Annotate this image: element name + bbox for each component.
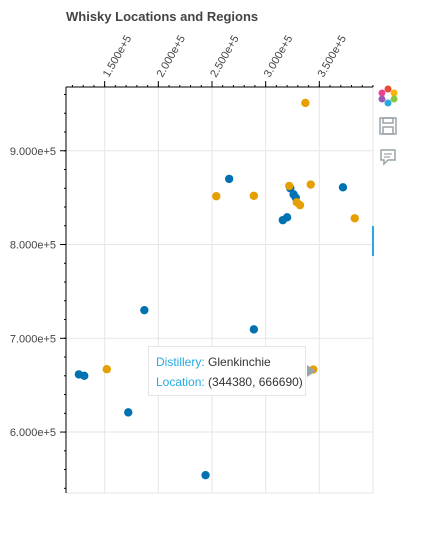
x-tick-label: 2.000e+5 xyxy=(155,34,188,80)
scatter-point xyxy=(301,98,310,108)
y-tick-label: 9.000e+5 xyxy=(10,146,56,158)
tooltip-location-label: Location: xyxy=(156,375,205,389)
scatter-point xyxy=(224,174,234,184)
scatter-point xyxy=(282,213,292,222)
grid xyxy=(66,87,374,494)
bokeh-logo-icon[interactable] xyxy=(376,84,400,108)
scatter-point xyxy=(338,183,348,192)
scatter-point xyxy=(249,191,259,200)
scatter-point xyxy=(201,470,210,480)
y-tick-label: 6.000e+5 xyxy=(10,427,56,439)
scatter-point xyxy=(102,365,111,374)
scatter-point xyxy=(80,371,89,380)
active-tool-indicator xyxy=(372,226,374,256)
scatter-point xyxy=(295,200,305,210)
scatter-point xyxy=(306,180,315,189)
x-tick-label: 3.500e+5 xyxy=(316,34,349,80)
hover-tooltip: Distillery: Glenkinchie Location: (34438… xyxy=(148,346,306,396)
tooltip-distillery-label: Distillery: xyxy=(156,355,205,369)
hover-tool-icon[interactable] xyxy=(376,144,400,168)
scatter-point xyxy=(350,214,359,223)
x-tick-label: 1.500e+5 xyxy=(101,34,134,80)
chart-title: Whisky Locations and Regions xyxy=(66,9,258,24)
axes: 1.500e+5 2.000e+5 2.500e+5 3.000e+5 3.500e+5… xyxy=(10,34,374,493)
y-tick-label: 7.000e+5 xyxy=(10,333,56,345)
scatter-point xyxy=(249,325,259,334)
scatter-point xyxy=(140,305,149,315)
y-tick-label: 8.000e+5 xyxy=(10,240,56,252)
tooltip-location-row: Location: (344380, 666690) xyxy=(156,374,303,394)
scatter-point xyxy=(212,192,221,201)
tooltip-location-value: (344380, 666690) xyxy=(208,375,303,389)
x-tick-label: 2.500e+5 xyxy=(208,34,241,80)
tooltip-distillery-value: Glenkinchie xyxy=(208,355,271,369)
scatter-points xyxy=(74,98,359,480)
save-icon[interactable] xyxy=(376,114,400,138)
tooltip-distillery-row: Distillery: Glenkinchie xyxy=(156,354,298,374)
scatter-point xyxy=(124,408,133,417)
x-tick-label: 3.000e+5 xyxy=(262,34,295,80)
scatter-point xyxy=(285,181,294,191)
tooltip-pointer xyxy=(307,365,316,377)
